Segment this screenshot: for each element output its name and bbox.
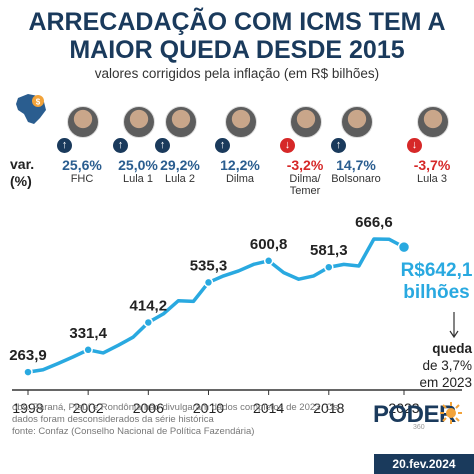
data-point bbox=[23, 367, 33, 377]
president-variation: 14,7% bbox=[336, 157, 376, 173]
data-point bbox=[397, 240, 411, 254]
arrow-up-icon: ↑ bbox=[155, 138, 170, 153]
final-value-label: R$642,1 bilhões bbox=[399, 260, 474, 304]
data-point bbox=[203, 277, 214, 288]
sun-logo-icon bbox=[440, 402, 462, 424]
source-line-1: obs: Paraná, Piauí e Rondônia não divulg… bbox=[12, 402, 338, 413]
var-label-line-1: var. bbox=[10, 156, 35, 172]
source-notes: obs: Paraná, Piauí e Rondônia não divulg… bbox=[12, 402, 342, 438]
president-variation: 25,0% bbox=[118, 157, 158, 173]
data-label: 331,4 bbox=[69, 325, 107, 342]
data-point bbox=[324, 262, 334, 272]
portrait-3 bbox=[225, 106, 257, 138]
arrow-down-icon: ↓ bbox=[280, 138, 295, 153]
drop-note: queda de 3,7% em 2023 bbox=[392, 340, 472, 391]
x-tick-label: 2018 bbox=[313, 400, 344, 416]
president-variation: -3,2% bbox=[286, 157, 324, 173]
poder360-logo-number: 360 bbox=[413, 424, 425, 431]
arrow-up-icon: ↑ bbox=[113, 138, 128, 153]
annotation-arrow bbox=[449, 312, 459, 339]
data-label: 535,3 bbox=[190, 257, 228, 274]
president-variation: -3,7% bbox=[413, 157, 451, 173]
president-name: Dilma/ Temer bbox=[289, 173, 321, 197]
note-line-2: de 3,7% bbox=[422, 358, 472, 373]
arrow-up-icon: ↑ bbox=[331, 138, 346, 153]
x-tick-label: 1998 bbox=[12, 400, 43, 416]
note-line-3: em 2023 bbox=[419, 375, 472, 390]
x-tick-label: 2006 bbox=[133, 400, 164, 416]
portrait-2 bbox=[165, 106, 197, 138]
title-line-2: MAIOR QUEDA DESDE 2015 bbox=[69, 36, 405, 64]
data-point bbox=[83, 345, 93, 355]
president-variation: 12,2% bbox=[220, 157, 260, 173]
x-tick-label: 2014 bbox=[253, 400, 284, 416]
final-value-line-2: bilhões bbox=[403, 282, 470, 303]
page-title: ARRECADAÇÃO COM ICMS TEM A MAIOR QUEDA D… bbox=[0, 8, 474, 64]
data-label: 666,6 bbox=[355, 214, 393, 231]
final-value-line-1: R$642,1 bbox=[400, 260, 473, 281]
source-line-2: dados foram desconsiderados da série his… bbox=[12, 414, 214, 425]
portrait-6 bbox=[417, 106, 449, 138]
note-line-1: queda bbox=[432, 341, 472, 356]
president-name: Dilma bbox=[225, 173, 255, 185]
portrait-1 bbox=[123, 106, 155, 138]
president-variation: 25,6% bbox=[62, 157, 102, 173]
brazil-map-icon: $ bbox=[16, 94, 46, 124]
arrow-up-icon: ↑ bbox=[57, 138, 72, 153]
data-point bbox=[263, 256, 274, 266]
svg-text:$: $ bbox=[36, 98, 41, 107]
president-name: Lula 3 bbox=[417, 173, 447, 185]
source-line-3: fonte: Confaz (Conselho Nacional de Polí… bbox=[12, 426, 255, 437]
x-tick-label: 2023 bbox=[388, 400, 419, 416]
title-line-1: ARRECADAÇÃO COM ICMS TEM A bbox=[28, 8, 446, 36]
arrow-down-icon: ↓ bbox=[407, 138, 422, 153]
president-name: Lula 2 bbox=[165, 173, 195, 185]
president-name: Lula 1 bbox=[123, 173, 153, 185]
subtitle: valores corrigidos pela inflação (em R$ … bbox=[94, 66, 380, 81]
president-name: FHC bbox=[70, 173, 94, 185]
x-tick-label: 2002 bbox=[73, 400, 104, 416]
data-label: 581,3 bbox=[310, 242, 348, 259]
portrait-5 bbox=[341, 106, 373, 138]
data-label: 600,8 bbox=[250, 236, 288, 253]
president-name: Bolsonaro bbox=[331, 173, 381, 185]
arrow-up-icon: ↑ bbox=[215, 138, 230, 153]
var-label-line-2: (%) bbox=[10, 173, 32, 189]
data-label: 263,9 bbox=[9, 347, 47, 364]
x-tick-label: 2010 bbox=[193, 400, 224, 416]
portrait-0 bbox=[67, 106, 99, 138]
poder360-logo: PODER bbox=[373, 401, 456, 428]
president-variation: 29,2% bbox=[160, 157, 200, 173]
data-point bbox=[143, 317, 154, 328]
portrait-4 bbox=[290, 106, 322, 138]
var-label: var. (%) bbox=[10, 156, 34, 190]
data-label: 414,2 bbox=[130, 297, 168, 314]
date-badge: 20.fev.2024 bbox=[374, 454, 474, 474]
